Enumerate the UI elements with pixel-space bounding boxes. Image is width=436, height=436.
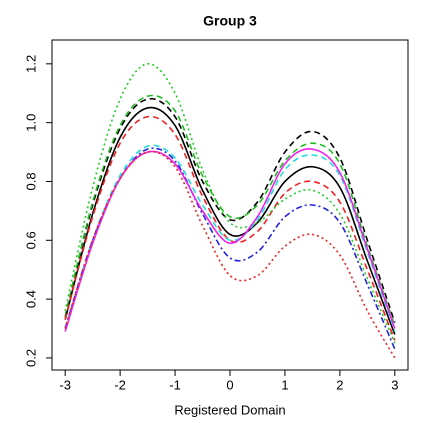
x-axis-label: Registered Domain	[174, 402, 285, 417]
x-tick-label: 1	[281, 377, 288, 392]
line-series	[64, 97, 396, 323]
line-series	[64, 106, 396, 335]
chart-title: Group 3	[203, 13, 257, 29]
x-tick-label: 0	[226, 377, 233, 392]
x-tick-label: 2	[336, 377, 343, 392]
line-series	[64, 147, 396, 350]
line-series	[64, 148, 396, 332]
line-series	[64, 150, 396, 359]
y-tick-label: 0.2	[23, 349, 38, 367]
y-tick-label: 0.4	[23, 290, 38, 308]
y-tick-label: 1.0	[23, 114, 38, 132]
y-tick-label: 0.8	[23, 172, 38, 190]
x-tick-label: 3	[391, 377, 398, 392]
line-series	[64, 144, 396, 332]
x-tick-label: -3	[59, 377, 71, 392]
line-series	[64, 94, 396, 326]
line-series	[64, 63, 396, 344]
y-tick-label: 1.2	[23, 55, 38, 73]
line-series	[64, 115, 396, 341]
y-tick-label: 0.6	[23, 231, 38, 249]
x-tick-label: -1	[169, 377, 181, 392]
x-tick-label: -2	[114, 377, 126, 392]
